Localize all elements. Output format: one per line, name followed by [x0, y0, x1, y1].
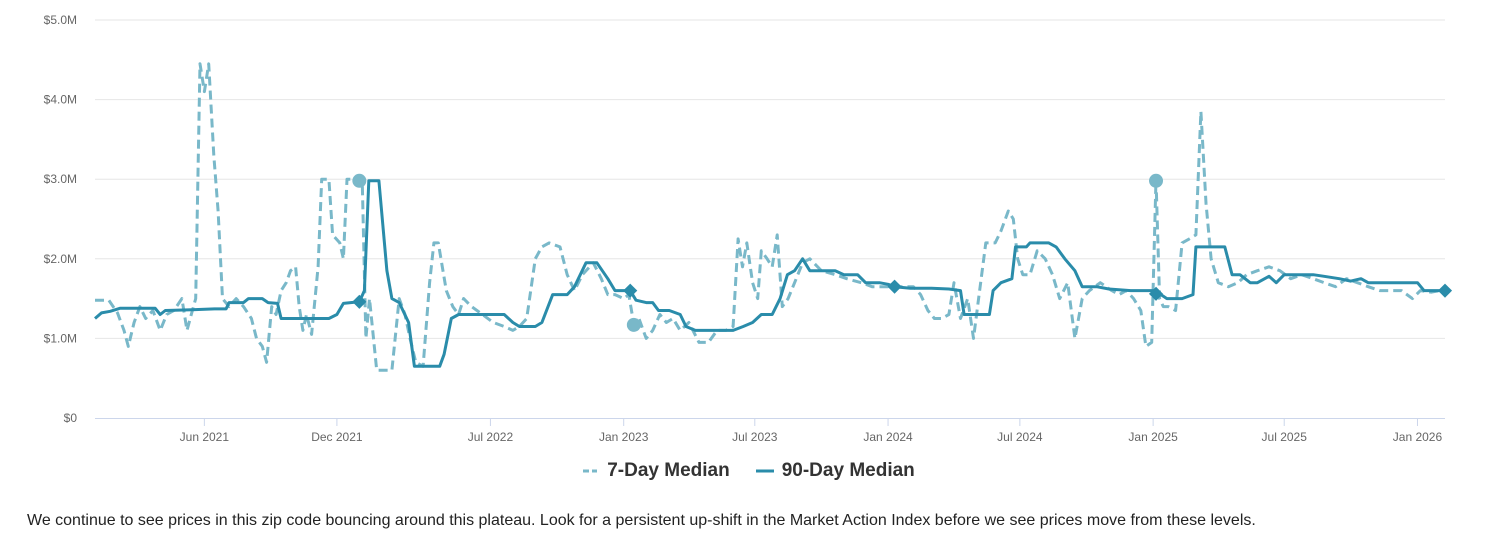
y-tick-label: $5.0M — [44, 13, 77, 27]
y-tick-label: $4.0M — [44, 93, 77, 107]
price-chart: Jun 2021 Dec 2021 Jul 2022 Jan 2023 Jul 2023… — [44, 13, 1453, 444]
marker-90-day-median[interactable] — [887, 279, 902, 294]
x-axis: Jun 2021 Dec 2021 Jul 2022 Jan 2023 Jul 2023… — [95, 418, 1445, 444]
x-tick-label: Jul 2024 — [997, 430, 1043, 444]
x-tick-label: Jul 2025 — [1262, 430, 1308, 444]
chart-legend: 7-Day Median 90-Day Median — [0, 460, 1498, 482]
series-line-90-day-median[interactable] — [94, 179, 1445, 368]
y-tick-label: $0 — [64, 411, 78, 425]
series-line-7-day-median[interactable] — [95, 62, 1441, 372]
grid-lines — [95, 19, 1445, 339]
dashed-line-swatch-icon — [583, 469, 598, 473]
x-tick-label: Jan 2023 — [599, 430, 649, 444]
x-tick-label: Jan 2025 — [1128, 430, 1178, 444]
marker-90-day-median[interactable] — [1437, 283, 1453, 298]
series-lines — [94, 62, 1445, 372]
x-tick-label: Jan 2026 — [1393, 430, 1443, 444]
series-markers — [352, 173, 1453, 332]
market-commentary: We continue to see prices in this zip co… — [27, 512, 1256, 529]
marker-7-day-median[interactable] — [352, 173, 367, 188]
y-tick-label: $3.0M — [44, 172, 77, 186]
y-axis: $0 $1.0M $2.0M $3.0M $4.0M $5.0M — [44, 13, 78, 425]
marker-90-day-median[interactable] — [352, 294, 367, 309]
legend-label-90-day: 90-Day Median — [781, 460, 915, 481]
legend-item-90-day[interactable]: 90-Day Median — [755, 460, 915, 482]
marker-7-day-median[interactable] — [626, 317, 641, 332]
x-tick-label: Jun 2021 — [180, 430, 230, 444]
solid-line-swatch-icon — [755, 469, 774, 473]
x-tick-label: Jul 2022 — [468, 430, 514, 444]
x-tick-label: Dec 2021 — [311, 430, 363, 444]
x-tick-label: Jul 2023 — [732, 430, 778, 444]
legend-item-7-day[interactable]: 7-Day Median — [583, 460, 730, 482]
marker-90-day-median[interactable] — [623, 283, 638, 298]
marker-90-day-median[interactable] — [1148, 286, 1164, 301]
x-tick-label: Jan 2024 — [863, 430, 913, 444]
y-tick-label: $2.0M — [44, 252, 77, 266]
y-tick-label: $1.0M — [44, 331, 77, 345]
marker-7-day-median[interactable] — [1149, 173, 1164, 188]
legend-label-7-day: 7-Day Median — [607, 460, 730, 481]
